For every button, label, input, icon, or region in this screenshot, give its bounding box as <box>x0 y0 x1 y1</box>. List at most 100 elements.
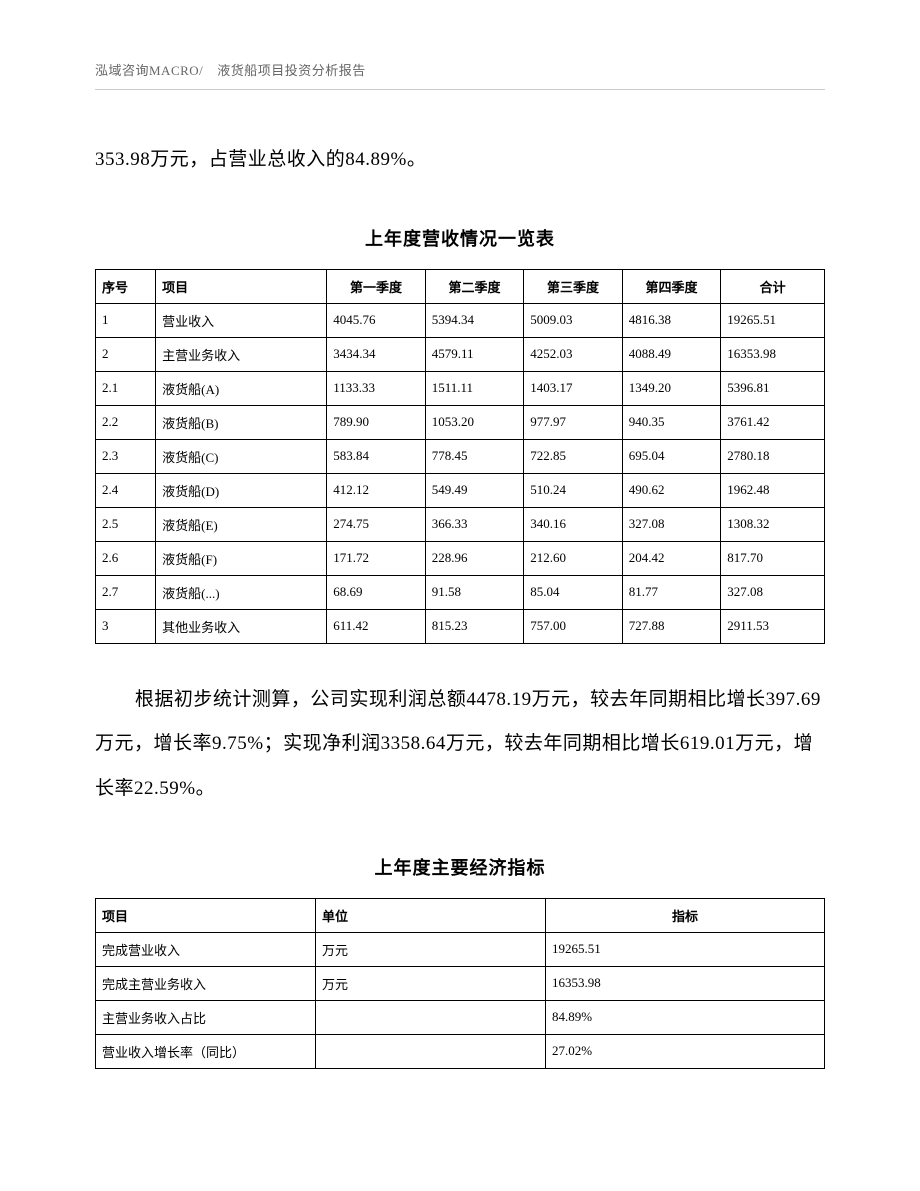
table-cell: 789.90 <box>327 405 426 439</box>
table-cell: 204.42 <box>622 541 721 575</box>
revenue-table: 序号 项目 第一季度 第二季度 第三季度 第四季度 合计 1营业收入4045.7… <box>95 269 825 644</box>
table-row: 2.4液货船(D)412.12549.49510.24490.621962.48 <box>96 473 825 507</box>
table-cell: 1 <box>96 303 156 337</box>
table-row: 主营业务收入占比84.89% <box>96 1000 825 1034</box>
table-cell: 5394.34 <box>425 303 524 337</box>
table-row: 2.7液货船(...)68.6991.5885.0481.77327.08 <box>96 575 825 609</box>
table-cell: 340.16 <box>524 507 623 541</box>
table-cell: 327.08 <box>721 575 825 609</box>
col-seq: 序号 <box>96 269 156 303</box>
table-cell: 4045.76 <box>327 303 426 337</box>
table-cell: 完成营业收入 <box>96 932 316 966</box>
table-cell: 液货船(E) <box>156 507 327 541</box>
col-q2: 第二季度 <box>425 269 524 303</box>
table-cell: 274.75 <box>327 507 426 541</box>
table-cell: 2911.53 <box>721 609 825 643</box>
table-cell: 2.3 <box>96 439 156 473</box>
table1-title: 上年度营收情况一览表 <box>95 225 825 251</box>
table-cell: 3761.42 <box>721 405 825 439</box>
indicator-table: 项目 单位 指标 完成营业收入万元19265.51完成主营业务收入万元16353… <box>95 898 825 1069</box>
table-cell: 3434.34 <box>327 337 426 371</box>
table-cell: 4816.38 <box>622 303 721 337</box>
table-cell: 液货船(C) <box>156 439 327 473</box>
table-cell: 完成主营业务收入 <box>96 966 316 1000</box>
col-project: 项目 <box>96 898 316 932</box>
table-cell: 2780.18 <box>721 439 825 473</box>
table-cell: 81.77 <box>622 575 721 609</box>
table-cell: 817.70 <box>721 541 825 575</box>
col-unit: 单位 <box>316 898 546 932</box>
table-cell: 583.84 <box>327 439 426 473</box>
table-cell: 2.2 <box>96 405 156 439</box>
table-cell: 778.45 <box>425 439 524 473</box>
table-cell: 4252.03 <box>524 337 623 371</box>
col-q3: 第三季度 <box>524 269 623 303</box>
table-row: 1营业收入4045.765394.345009.034816.3819265.5… <box>96 303 825 337</box>
table-cell: 液货船(A) <box>156 371 327 405</box>
table-cell: 549.49 <box>425 473 524 507</box>
table-row: 3其他业务收入611.42815.23757.00727.882911.53 <box>96 609 825 643</box>
table-cell: 5009.03 <box>524 303 623 337</box>
table-cell: 815.23 <box>425 609 524 643</box>
table-cell: 4088.49 <box>622 337 721 371</box>
table-cell: 5396.81 <box>721 371 825 405</box>
paragraph-1: 353.98万元，占营业总收入的84.89%。 <box>95 138 825 183</box>
table-cell: 727.88 <box>622 609 721 643</box>
header-doc-title: 液货船项目投资分析报告 <box>217 63 366 78</box>
table-cell: 2.7 <box>96 575 156 609</box>
table-cell: 1133.33 <box>327 371 426 405</box>
table-cell: 2.1 <box>96 371 156 405</box>
table2-title: 上年度主要经济指标 <box>95 854 825 880</box>
table-cell: 490.62 <box>622 473 721 507</box>
col-q4: 第四季度 <box>622 269 721 303</box>
table-row: 2.5液货船(E)274.75366.33340.16327.081308.32 <box>96 507 825 541</box>
table-cell: 327.08 <box>622 507 721 541</box>
col-item: 项目 <box>156 269 327 303</box>
table-row: 完成营业收入万元19265.51 <box>96 932 825 966</box>
table-row: 2.6液货船(F)171.72228.96212.60204.42817.70 <box>96 541 825 575</box>
table-cell: 85.04 <box>524 575 623 609</box>
table-cell: 2 <box>96 337 156 371</box>
table-cell: 2.4 <box>96 473 156 507</box>
table-cell: 1962.48 <box>721 473 825 507</box>
page-header: 泓域咨询MACRO/液货船项目投资分析报告 <box>95 60 825 90</box>
table-cell: 2.5 <box>96 507 156 541</box>
table-cell: 1403.17 <box>524 371 623 405</box>
table-cell: 1053.20 <box>425 405 524 439</box>
table-header-row: 项目 单位 指标 <box>96 898 825 932</box>
table-row: 2.1液货船(A)1133.331511.111403.171349.20539… <box>96 371 825 405</box>
table-cell: 主营业务收入 <box>156 337 327 371</box>
table-cell: 68.69 <box>327 575 426 609</box>
table-cell: 液货船(B) <box>156 405 327 439</box>
table-cell: 91.58 <box>425 575 524 609</box>
table-cell: 4579.11 <box>425 337 524 371</box>
table1-body: 1营业收入4045.765394.345009.034816.3819265.5… <box>96 303 825 643</box>
table-cell: 营业收入 <box>156 303 327 337</box>
table-cell: 3 <box>96 609 156 643</box>
table-cell: 19265.51 <box>721 303 825 337</box>
table-cell: 695.04 <box>622 439 721 473</box>
table-cell: 其他业务收入 <box>156 609 327 643</box>
table-cell: 228.96 <box>425 541 524 575</box>
paragraph-2: 根据初步统计测算，公司实现利润总额4478.19万元，较去年同期相比增长397.… <box>95 678 825 812</box>
table-cell: 977.97 <box>524 405 623 439</box>
table-cell: 611.42 <box>327 609 426 643</box>
col-total: 合计 <box>721 269 825 303</box>
table-cell: 液货船(D) <box>156 473 327 507</box>
table-cell: 万元 <box>316 966 546 1000</box>
table-cell: 1511.11 <box>425 371 524 405</box>
table-cell: 液货船(...) <box>156 575 327 609</box>
table-cell: 16353.98 <box>546 966 825 1000</box>
table-cell: 412.12 <box>327 473 426 507</box>
table-header-row: 序号 项目 第一季度 第二季度 第三季度 第四季度 合计 <box>96 269 825 303</box>
col-indicator: 指标 <box>546 898 825 932</box>
table-cell <box>316 1034 546 1068</box>
table-cell <box>316 1000 546 1034</box>
table-cell: 16353.98 <box>721 337 825 371</box>
table-cell: 营业收入增长率（同比） <box>96 1034 316 1068</box>
table2-body: 完成营业收入万元19265.51完成主营业务收入万元16353.98主营业务收入… <box>96 932 825 1068</box>
table-cell: 84.89% <box>546 1000 825 1034</box>
table-cell: 19265.51 <box>546 932 825 966</box>
table-row: 2.2液货船(B)789.901053.20977.97940.353761.4… <box>96 405 825 439</box>
col-q1: 第一季度 <box>327 269 426 303</box>
